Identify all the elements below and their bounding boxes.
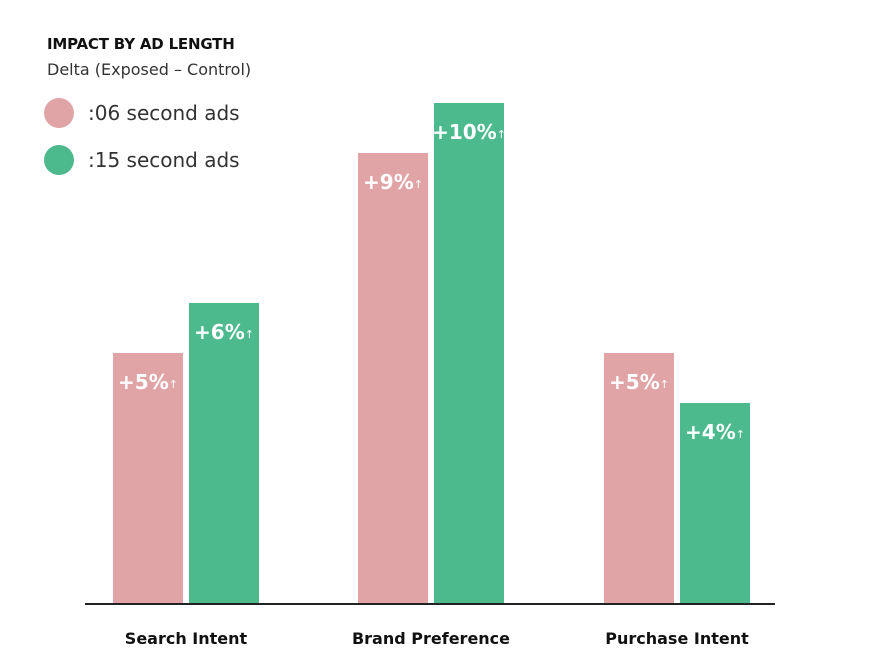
category-label-purchase-intent: Purchase Intent (605, 629, 749, 648)
data-label-brand-preference-06-second: +9%↑ (363, 170, 423, 194)
chart-title: IMPACT BY AD LENGTH (47, 35, 235, 53)
legend: :06 second ads :15 second ads (44, 98, 240, 192)
category-label-search-intent: Search Intent (125, 629, 248, 648)
bar-purchase-intent-06-second (604, 353, 674, 603)
up-arrow-icon: ↑ (660, 378, 669, 391)
up-arrow-icon: ↑ (414, 178, 423, 191)
up-arrow-icon: ↑ (497, 128, 506, 141)
data-label-search-intent-15-second: +6%↑ (194, 320, 254, 344)
legend-swatch-06-second (44, 98, 74, 128)
up-arrow-icon: ↑ (245, 328, 254, 341)
bar-brand-preference-15-second (434, 103, 504, 603)
bar-purchase-intent-15-second (680, 403, 750, 603)
chart-subtitle: Delta (Exposed – Control) (47, 60, 252, 79)
legend-swatch-15-second (44, 145, 74, 175)
legend-label-15-second: :15 second ads (88, 148, 240, 172)
data-label-search-intent-06-second: +5%↑ (118, 370, 178, 394)
legend-item-06-second: :06 second ads (44, 98, 240, 128)
category-label-brand-preference: Brand Preference (352, 629, 510, 648)
data-label-purchase-intent-06-second: +5%↑ (609, 370, 669, 394)
bar-search-intent-15-second (189, 303, 259, 603)
up-arrow-icon: ↑ (736, 428, 745, 441)
bar-search-intent-06-second (113, 353, 183, 603)
up-arrow-icon: ↑ (169, 378, 178, 391)
data-label-brand-preference-15-second: +10%↑ (432, 120, 506, 144)
legend-item-15-second: :15 second ads (44, 145, 240, 175)
legend-label-06-second: :06 second ads (88, 101, 240, 125)
data-label-purchase-intent-15-second: +4%↑ (685, 420, 745, 444)
bar-brand-preference-06-second (358, 153, 428, 603)
